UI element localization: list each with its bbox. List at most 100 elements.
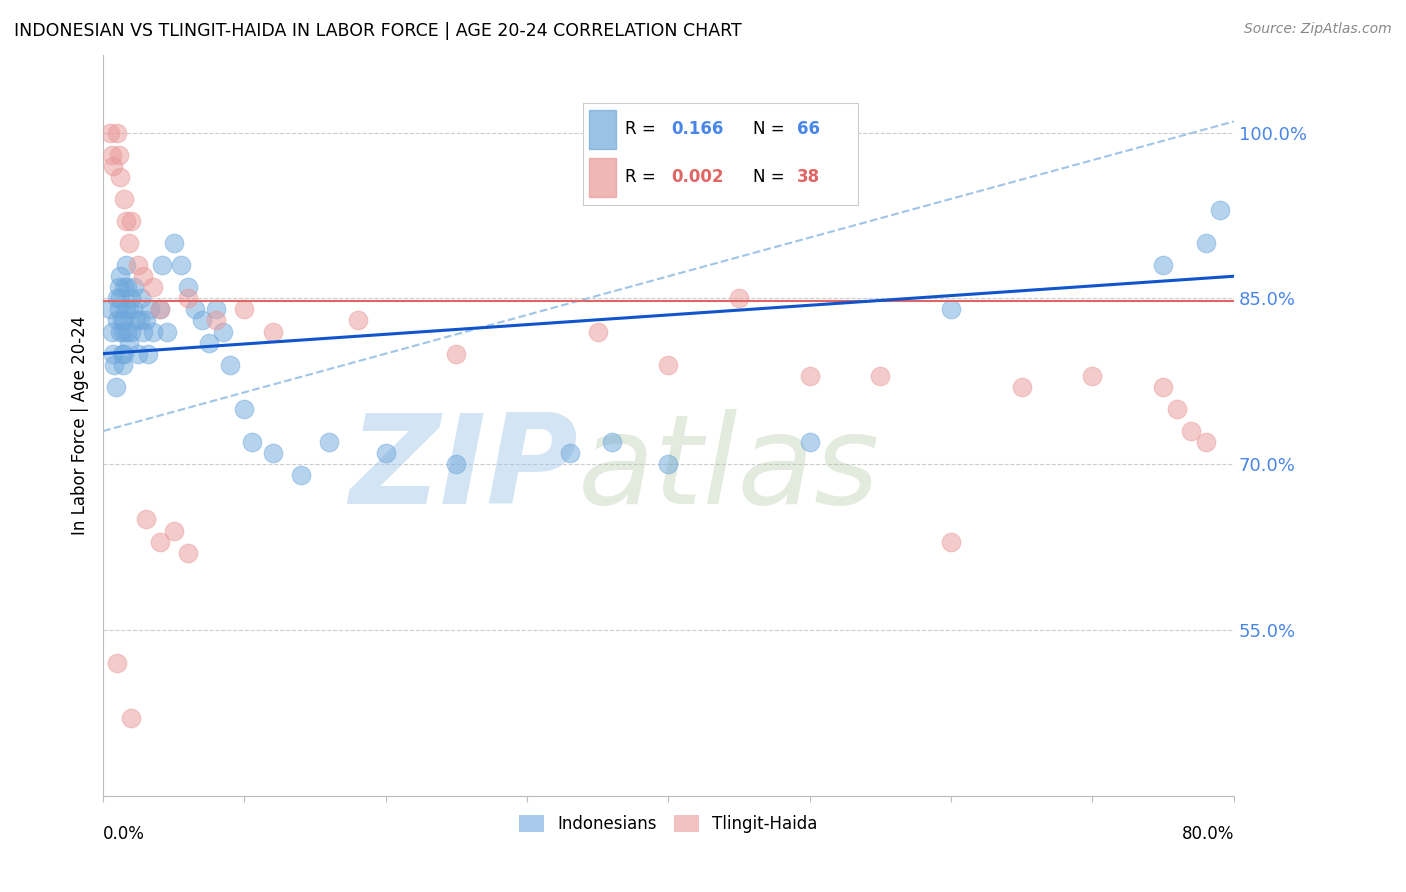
Point bbox=[128, 313, 150, 327]
Point bbox=[114, 258, 136, 272]
Point bbox=[198, 335, 221, 350]
Point bbox=[120, 325, 142, 339]
Point bbox=[127, 258, 149, 272]
Point bbox=[177, 546, 200, 560]
Point bbox=[122, 280, 145, 294]
Point bbox=[100, 325, 122, 339]
Point bbox=[110, 313, 132, 327]
Point bbox=[101, 159, 124, 173]
Point bbox=[108, 325, 131, 339]
Point bbox=[346, 313, 368, 327]
Point bbox=[108, 169, 131, 184]
Point bbox=[135, 512, 157, 526]
Point bbox=[105, 656, 128, 670]
Point bbox=[170, 258, 193, 272]
Point bbox=[1194, 435, 1216, 450]
Point bbox=[107, 147, 129, 161]
Legend: Indonesians, Tlingit-Haida: Indonesians, Tlingit-Haida bbox=[513, 808, 824, 839]
Point bbox=[1166, 401, 1188, 416]
Point bbox=[98, 302, 121, 317]
Point bbox=[110, 346, 132, 360]
Point bbox=[101, 346, 124, 360]
Point bbox=[177, 280, 200, 294]
Point bbox=[446, 346, 468, 360]
Point bbox=[1180, 424, 1202, 438]
Point bbox=[1011, 380, 1033, 394]
Point bbox=[149, 302, 172, 317]
Point bbox=[586, 325, 609, 339]
Point bbox=[152, 258, 174, 272]
Text: INDONESIAN VS TLINGIT-HAIDA IN LABOR FORCE | AGE 20-24 CORRELATION CHART: INDONESIAN VS TLINGIT-HAIDA IN LABOR FOR… bbox=[14, 22, 742, 40]
Bar bbox=[589, 110, 616, 149]
Point bbox=[558, 446, 581, 460]
Text: N =: N = bbox=[754, 120, 785, 138]
Point bbox=[107, 280, 129, 294]
Point bbox=[657, 457, 679, 471]
Text: R =: R = bbox=[624, 169, 655, 186]
Point bbox=[163, 524, 186, 538]
Y-axis label: In Labor Force | Age 20-24: In Labor Force | Age 20-24 bbox=[72, 316, 89, 535]
Point bbox=[142, 325, 165, 339]
Point bbox=[108, 269, 131, 284]
Point bbox=[117, 335, 139, 350]
Point bbox=[184, 302, 207, 317]
Point bbox=[290, 468, 312, 483]
Point bbox=[131, 269, 153, 284]
Point bbox=[117, 236, 139, 251]
Text: N =: N = bbox=[754, 169, 785, 186]
Point bbox=[120, 291, 142, 305]
Point bbox=[112, 313, 135, 327]
Point bbox=[1208, 202, 1230, 217]
Point bbox=[156, 325, 179, 339]
Point bbox=[105, 291, 128, 305]
Text: 0.0%: 0.0% bbox=[103, 825, 145, 844]
Point bbox=[939, 302, 962, 317]
Text: 38: 38 bbox=[797, 169, 821, 186]
Point bbox=[139, 302, 162, 317]
Point bbox=[121, 302, 143, 317]
Point bbox=[131, 325, 153, 339]
Point bbox=[600, 435, 623, 450]
Point bbox=[115, 325, 138, 339]
Point bbox=[374, 446, 396, 460]
Point bbox=[1194, 236, 1216, 251]
Point bbox=[191, 313, 214, 327]
Point bbox=[939, 534, 962, 549]
Point bbox=[163, 236, 186, 251]
Point bbox=[262, 446, 284, 460]
Text: 0.002: 0.002 bbox=[671, 169, 724, 186]
Point bbox=[205, 313, 228, 327]
Point bbox=[108, 291, 131, 305]
Point bbox=[104, 380, 127, 394]
Point bbox=[262, 325, 284, 339]
Point bbox=[318, 435, 340, 450]
Point bbox=[107, 302, 129, 317]
Point bbox=[205, 302, 228, 317]
Point bbox=[142, 280, 165, 294]
Point bbox=[219, 358, 242, 372]
Point bbox=[240, 435, 263, 450]
Bar bbox=[589, 158, 616, 197]
Text: 0.166: 0.166 bbox=[671, 120, 724, 138]
Point bbox=[138, 346, 160, 360]
Text: Source: ZipAtlas.com: Source: ZipAtlas.com bbox=[1244, 22, 1392, 37]
Point bbox=[115, 280, 138, 294]
Point bbox=[105, 313, 128, 327]
Point bbox=[105, 126, 128, 140]
Point bbox=[111, 325, 134, 339]
Text: atlas: atlas bbox=[578, 409, 880, 531]
Point bbox=[799, 435, 821, 450]
Text: R =: R = bbox=[624, 120, 655, 138]
Point bbox=[112, 280, 135, 294]
Point bbox=[149, 302, 172, 317]
Point bbox=[233, 302, 256, 317]
Point bbox=[114, 302, 136, 317]
Point bbox=[111, 358, 134, 372]
Point bbox=[120, 214, 142, 228]
Text: ZIP: ZIP bbox=[349, 409, 578, 531]
Point bbox=[117, 302, 139, 317]
Point bbox=[98, 126, 121, 140]
Point bbox=[124, 313, 146, 327]
Point bbox=[1152, 380, 1174, 394]
Point bbox=[149, 534, 172, 549]
